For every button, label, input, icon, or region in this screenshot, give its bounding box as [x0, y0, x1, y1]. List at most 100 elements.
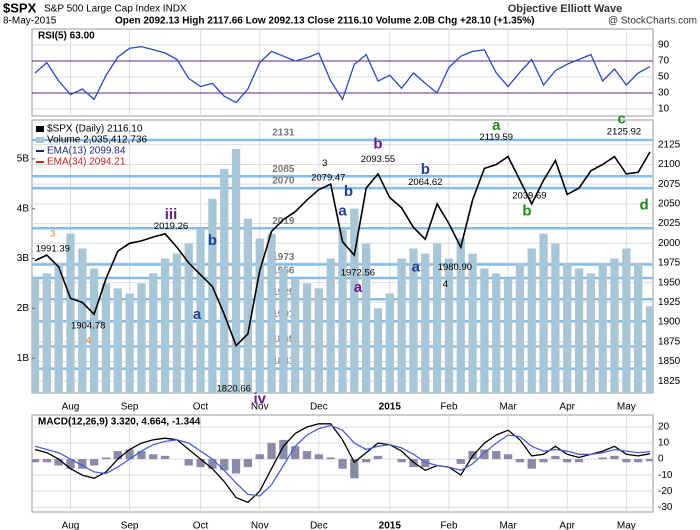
bar: [563, 263, 572, 393]
bar: [362, 459, 371, 463]
bar: [421, 253, 430, 393]
bar: [373, 308, 383, 393]
level-label: 2131: [272, 128, 295, 139]
bar: [326, 258, 335, 393]
bar: [350, 459, 359, 479]
bar: [302, 283, 312, 393]
bar: [598, 263, 607, 393]
annotation: 2093.55: [361, 154, 395, 165]
bar: [610, 258, 619, 393]
bar: [255, 454, 264, 460]
annotation: 1820.66: [217, 384, 251, 395]
bar: [243, 459, 253, 468]
bar: [539, 233, 548, 393]
bar: [78, 248, 87, 393]
y-tick-label: -30: [658, 502, 673, 513]
bar: [66, 233, 75, 393]
bar: [302, 451, 312, 460]
plot-area: 2131208520702019197319561929190118691841: [32, 120, 653, 393]
x-tick-label: Sep: [121, 521, 139, 530]
y-tick-label: 1850: [658, 356, 681, 367]
y-tick-label: 1925: [658, 297, 681, 308]
bar: [113, 288, 122, 393]
annotation: 2119.59: [479, 132, 513, 143]
bar: [279, 268, 288, 393]
panel-title: MACD(12,26,9) 3.320, 4.664, -1.344: [38, 417, 201, 428]
quote: Open 2092.13 High 2117.66 Low 2092.13 Cl…: [115, 16, 534, 27]
y2-tick-label: 2B: [17, 303, 30, 314]
y-tick-label: 2000: [658, 238, 681, 249]
y-tick-label: 1825: [658, 376, 681, 387]
bar: [444, 258, 454, 393]
annotation: a: [354, 279, 363, 296]
bar: [137, 451, 146, 460]
y-tick-label: 1950: [658, 277, 681, 288]
legend-label: $SPX (Daily) 2116.10: [47, 124, 143, 135]
annotation: 1904.78: [71, 321, 105, 332]
series-line: [34, 424, 651, 497]
annotation: 2125.92: [607, 127, 641, 138]
x-tick-label: May: [617, 402, 636, 413]
bar: [563, 459, 572, 463]
bar: [338, 228, 347, 393]
bar: [622, 248, 631, 393]
bar: [634, 459, 643, 463]
bar: [362, 243, 371, 393]
y-tick-label: 10: [658, 438, 670, 449]
bar: [208, 459, 217, 469]
bar: [527, 248, 536, 393]
x-tick-label: Feb: [440, 521, 458, 530]
bar: [196, 459, 205, 468]
bar: [634, 263, 643, 393]
bar: [586, 273, 596, 393]
x-tick-label: Apr: [559, 402, 575, 413]
annotation: 4: [86, 336, 91, 347]
bar: [267, 233, 276, 393]
bar: [220, 459, 229, 471]
bar: [503, 278, 513, 393]
bar: [149, 454, 158, 460]
annotation: b: [421, 161, 430, 178]
annotation: c: [617, 111, 625, 128]
y-tick-label: 30: [658, 88, 670, 99]
bar: [421, 459, 430, 468]
credit: @ StockCharts.com: [608, 16, 697, 27]
bar: [89, 268, 99, 393]
bar: [503, 454, 513, 460]
y2-tick-label: 1B: [17, 353, 30, 364]
plot-area: [32, 415, 653, 512]
y-tick-label: 2075: [658, 179, 681, 190]
x-tick-label: Nov: [251, 402, 269, 413]
y2-tick-label: 4B: [17, 203, 30, 214]
y-tick-label: 2100: [658, 159, 681, 170]
bar: [574, 268, 584, 393]
series-line: [34, 45, 651, 104]
bar: [78, 459, 87, 469]
x-tick-label: 2015: [379, 402, 402, 413]
y-tick-label: 70: [658, 56, 670, 67]
bar: [527, 459, 536, 469]
x-tick-label: Oct: [193, 521, 209, 530]
x-tick-label: Dec: [310, 521, 328, 530]
annotation: a: [412, 259, 421, 276]
annotation: d: [640, 196, 649, 213]
panel-frame: [31, 28, 654, 117]
date: 8-May-2015: [3, 16, 57, 27]
bar: [137, 283, 146, 393]
x-tick-label: Oct: [193, 402, 209, 413]
x-tick-label: Sep: [121, 402, 139, 413]
bar: [89, 459, 99, 466]
panel-title: RSI(5) 63.00: [38, 31, 95, 42]
bar: [515, 263, 525, 393]
y2-tick-label: 5B: [17, 154, 30, 165]
y-tick-label: 2050: [658, 199, 681, 210]
plot-area: [32, 29, 653, 116]
y-tick-label: 10: [658, 104, 670, 115]
series-line: [34, 423, 651, 504]
annotation: b: [522, 203, 531, 220]
bar: [551, 455, 560, 460]
bar: [231, 459, 241, 474]
bar: [32, 278, 40, 393]
bar: [350, 208, 359, 393]
